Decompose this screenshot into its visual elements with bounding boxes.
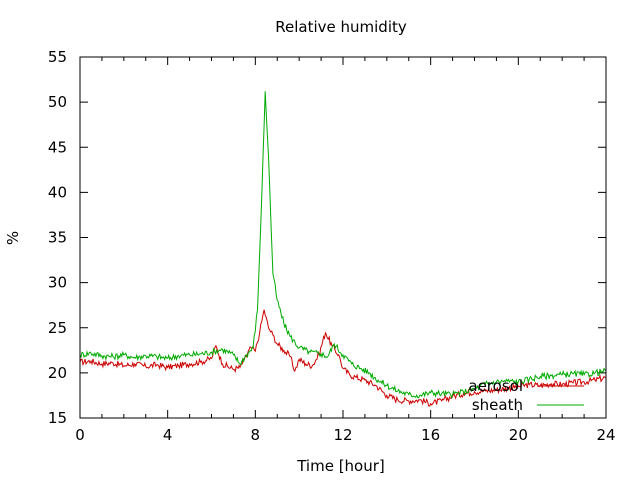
y-tick-label: 40 xyxy=(48,183,67,201)
series-line-aerosol xyxy=(79,309,606,407)
x-tick-label: 24 xyxy=(596,426,615,444)
y-axis-title: % xyxy=(4,231,22,245)
chart-title: Relative humidity xyxy=(275,18,407,36)
y-tick-label: 15 xyxy=(48,409,67,427)
y-tick-label: 50 xyxy=(48,93,67,111)
y-tick-label: 20 xyxy=(48,364,67,382)
y-tick-label: 25 xyxy=(48,319,67,337)
x-tick-label: 8 xyxy=(251,426,261,444)
plot-frame xyxy=(79,56,607,419)
x-tick-label: 16 xyxy=(421,426,440,444)
x-tick-label: 20 xyxy=(509,426,528,444)
legend-label-aerosol: aerosol xyxy=(468,377,523,395)
x-axis-title: Time [hour] xyxy=(296,457,385,475)
x-tick-label: 12 xyxy=(333,426,352,444)
x-tick-label: 0 xyxy=(75,426,85,444)
series-line-sheath xyxy=(79,91,607,400)
y-tick-label: 45 xyxy=(48,138,67,156)
y-tick-label: 55 xyxy=(48,48,67,66)
axis-ticks: 0 4 8 12 16 20 24 15 20 25 30 35 40 45 50 55 xyxy=(48,48,616,444)
data-series xyxy=(79,91,607,407)
legend-label-sheath: sheath xyxy=(472,396,523,414)
x-tick-label: 4 xyxy=(163,426,173,444)
y-tick-label: 30 xyxy=(48,274,67,292)
y-tick-label: 35 xyxy=(48,229,67,247)
